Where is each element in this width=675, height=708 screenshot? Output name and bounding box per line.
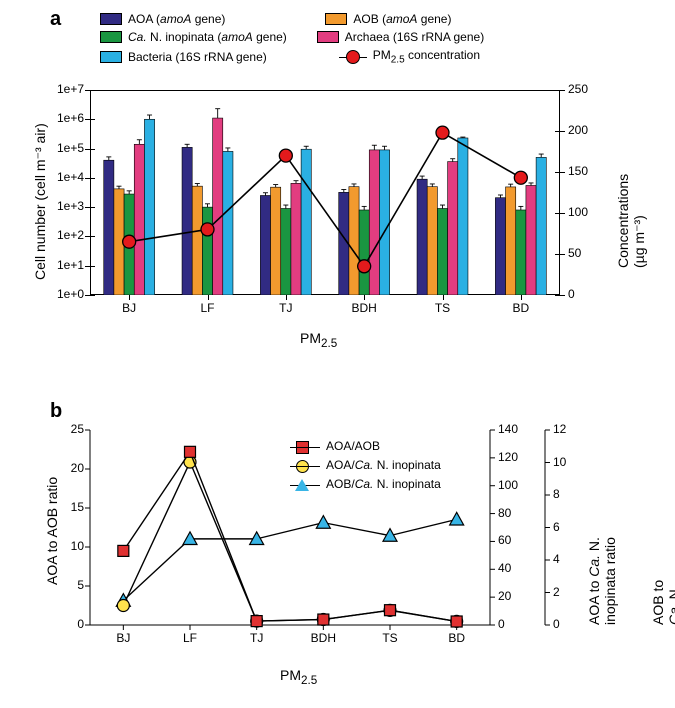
- tick-mark: [560, 213, 565, 214]
- legend-label-pm: PM2.5 concentration: [373, 46, 480, 67]
- swatch-can: [100, 31, 122, 43]
- tick-label: 100: [498, 478, 518, 492]
- category-label: TJ: [268, 301, 304, 315]
- legend-label-bac: Bacteria (16S rRNA gene): [128, 48, 267, 66]
- tick-mark: [560, 254, 565, 255]
- category-label: BD: [439, 631, 475, 645]
- tick-label: 25: [54, 422, 84, 436]
- category-label: BDH: [346, 301, 382, 315]
- category-label: LF: [172, 631, 208, 645]
- legend-label-aoaaob: AOA/AOB: [326, 437, 380, 456]
- category-label: BDH: [305, 631, 341, 645]
- tick-label: 12: [553, 422, 566, 436]
- tick-mark: [560, 295, 565, 296]
- tick-mark: [560, 131, 565, 132]
- axis-label-a-x: PM2.5: [300, 330, 337, 350]
- axis-label-b-right2: AOB to Ca. N. inopinata ratio: [650, 568, 675, 625]
- tick-label: 2: [553, 585, 560, 599]
- tick-label: 20: [498, 589, 511, 603]
- tick-label: 20: [54, 461, 84, 475]
- category-label: LF: [190, 301, 226, 315]
- legend-label-can: Ca. N. inopinata (amoA gene): [128, 28, 287, 46]
- tick-label: 8: [553, 487, 560, 501]
- axis-label-b-x: PM2.5: [280, 667, 317, 687]
- tick-mark: [560, 90, 565, 91]
- category-label: TS: [372, 631, 408, 645]
- legend-item-pm: PM2.5 concentration: [339, 46, 480, 67]
- tick-label: 140: [498, 422, 518, 436]
- legend-item-can: Ca. N. inopinata (amoA gene): [100, 28, 287, 46]
- tick-label: 80: [498, 506, 511, 520]
- tick-label: 50: [568, 246, 581, 260]
- legend-label-aoa: AOA (amoA gene): [128, 10, 225, 28]
- tick-label: 1e+7: [34, 82, 84, 96]
- tick-label: 0: [54, 617, 84, 631]
- tick-label: 0: [498, 617, 505, 631]
- legend-a: AOA (amoA gene) AOB (amoA gene) Ca. N. i…: [100, 10, 630, 67]
- swatch-aoa: [100, 13, 122, 25]
- tick-label: 0: [553, 617, 560, 631]
- axis-label-b-right1: AOA to Ca. N. inopinata ratio: [586, 536, 618, 625]
- tick-label: 120: [498, 450, 518, 464]
- tick-mark: [560, 172, 565, 173]
- panel-label-b: b: [50, 400, 62, 423]
- swatch-arc: [317, 31, 339, 43]
- tick-label: 10: [553, 455, 566, 469]
- legend-item-aoa: AOA (amoA gene): [100, 10, 225, 28]
- tick-label: 1e+0: [34, 287, 84, 301]
- category-label: BJ: [105, 631, 141, 645]
- plot-a: [90, 90, 560, 295]
- legend-label-aobcn: AOB/Ca. N. inopinata: [326, 475, 441, 494]
- legend-item-aoaaob: AOA/AOB: [290, 437, 441, 456]
- axis-label-a-right: Concentrations (µg m⁻³): [615, 174, 648, 268]
- tick-label: 250: [568, 82, 588, 96]
- tick-label: 150: [568, 164, 588, 178]
- tick-label: 60: [498, 533, 511, 547]
- tick-label: 200: [568, 123, 588, 137]
- legend-item-aob: AOB (amoA gene): [325, 10, 451, 28]
- legend-b: AOA/AOB AOA/Ca. N. inopinata AOB/Ca. N. …: [290, 437, 441, 495]
- plot-a-svg: [90, 90, 560, 295]
- category-label: BD: [503, 301, 539, 315]
- axis-label-b-left: AOA to AOB ratio: [44, 477, 60, 585]
- legend-label-aob: AOB (amoA gene): [353, 10, 451, 28]
- tick-label: 0: [568, 287, 575, 301]
- axis-label-a-left: Cell number (cell m⁻³ air): [32, 123, 49, 280]
- tick-label: 4: [553, 552, 560, 566]
- category-label: TS: [425, 301, 461, 315]
- legend-item-aoacn: AOA/Ca. N. inopinata: [290, 456, 441, 475]
- tick-label: 40: [498, 561, 511, 575]
- legend-label-aoacn: AOA/Ca. N. inopinata: [326, 456, 441, 475]
- legend-label-arc: Archaea (16S rRNA gene): [345, 28, 484, 46]
- legend-item-bac: Bacteria (16S rRNA gene): [100, 46, 267, 67]
- tick-label: 100: [568, 205, 588, 219]
- category-label: BJ: [111, 301, 147, 315]
- category-label: TJ: [239, 631, 275, 645]
- figure: a AOA (amoA gene) AOB (amoA gene) Ca. N.: [0, 0, 675, 708]
- panel-label-a: a: [50, 8, 61, 31]
- swatch-pm: [339, 50, 367, 64]
- tick-label: 6: [553, 520, 560, 534]
- swatch-bac: [100, 51, 122, 63]
- swatch-aob: [325, 13, 347, 25]
- legend-item-arc: Archaea (16S rRNA gene): [317, 28, 484, 46]
- legend-item-aobcn: AOB/Ca. N. inopinata: [290, 475, 441, 494]
